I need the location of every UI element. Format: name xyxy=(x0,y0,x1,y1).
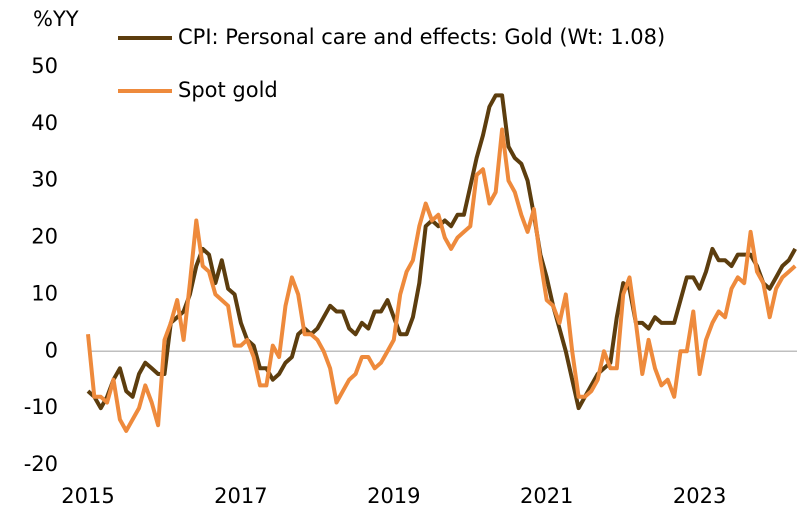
y-tick-label: 50 xyxy=(31,54,58,78)
y-tick-label: 30 xyxy=(31,168,58,192)
legend-label: Spot gold xyxy=(178,78,278,102)
x-tick-label: 2017 xyxy=(214,484,267,508)
x-tick-label: 2019 xyxy=(367,484,420,508)
x-tick-label: 2021 xyxy=(520,484,573,508)
y-tick-label: 20 xyxy=(31,225,58,249)
y-tick-label: -10 xyxy=(24,395,58,419)
x-tick-label: 2015 xyxy=(61,484,114,508)
y-tick-label: 40 xyxy=(31,111,58,135)
x-tick-label: 2023 xyxy=(673,484,726,508)
series-line xyxy=(86,127,797,433)
y-axis-label: %YY xyxy=(33,7,79,31)
y-tick-label: -20 xyxy=(24,452,58,476)
legend-label: CPI: Personal care and effects: Gold (Wt… xyxy=(178,25,665,49)
y-tick-label: 10 xyxy=(31,281,58,305)
y-tick-label: 0 xyxy=(45,338,58,362)
